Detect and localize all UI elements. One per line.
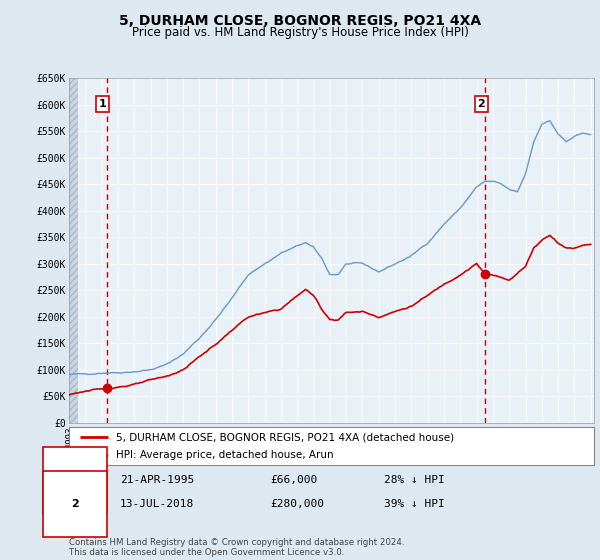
Text: 28% ↓ HPI: 28% ↓ HPI xyxy=(384,475,445,485)
Text: £66,000: £66,000 xyxy=(270,475,317,485)
Text: Contains HM Land Registry data © Crown copyright and database right 2024.
This d: Contains HM Land Registry data © Crown c… xyxy=(69,538,404,557)
Text: 2: 2 xyxy=(71,499,79,509)
Text: 1: 1 xyxy=(99,99,106,109)
Text: 5, DURHAM CLOSE, BOGNOR REGIS, PO21 4XA: 5, DURHAM CLOSE, BOGNOR REGIS, PO21 4XA xyxy=(119,14,481,28)
Text: 21-APR-1995: 21-APR-1995 xyxy=(120,475,194,485)
Text: HPI: Average price, detached house, Arun: HPI: Average price, detached house, Arun xyxy=(116,450,334,460)
Text: £280,000: £280,000 xyxy=(270,499,324,509)
Text: 39% ↓ HPI: 39% ↓ HPI xyxy=(384,499,445,509)
Text: 1: 1 xyxy=(71,475,79,485)
Text: 2: 2 xyxy=(478,99,485,109)
Bar xyxy=(69,78,78,423)
Text: Price paid vs. HM Land Registry's House Price Index (HPI): Price paid vs. HM Land Registry's House … xyxy=(131,26,469,39)
Text: 13-JUL-2018: 13-JUL-2018 xyxy=(120,499,194,509)
Text: 5, DURHAM CLOSE, BOGNOR REGIS, PO21 4XA (detached house): 5, DURHAM CLOSE, BOGNOR REGIS, PO21 4XA … xyxy=(116,432,454,442)
